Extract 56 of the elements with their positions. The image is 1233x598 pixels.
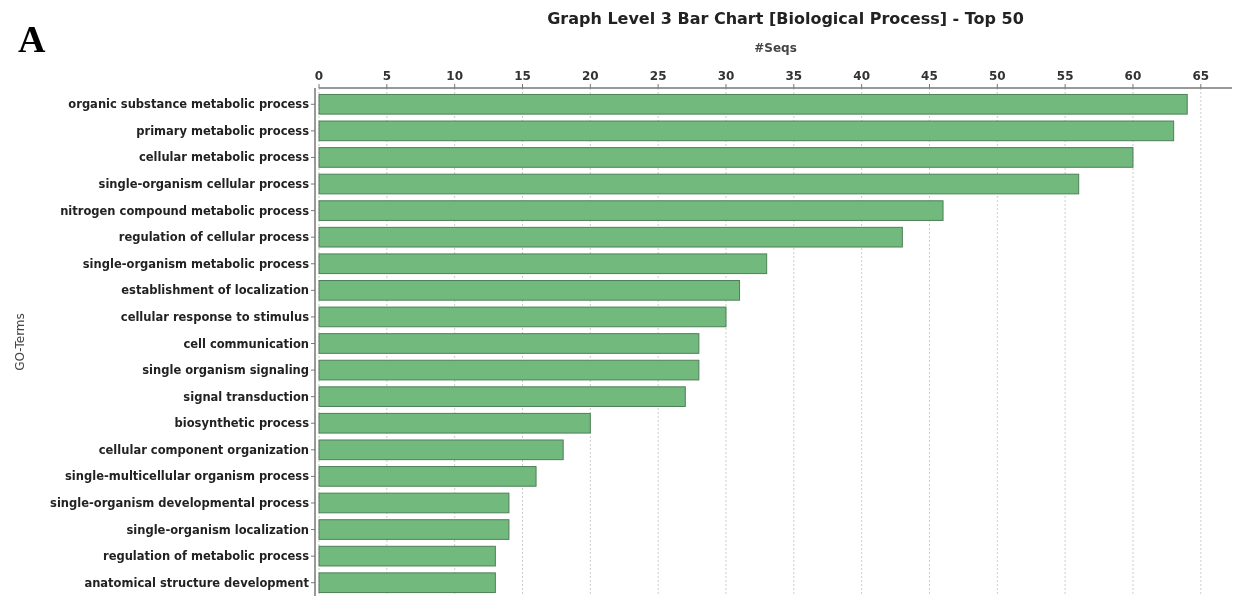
- x-tick-label: 25: [649, 69, 667, 83]
- y-tick-label: cellular component organization: [98, 442, 309, 457]
- bar: [318, 492, 510, 514]
- y-tick-label: single organism signaling: [142, 363, 309, 378]
- bar: [318, 147, 1134, 168]
- bar: [318, 306, 727, 328]
- x-tick-label: 65: [1192, 69, 1210, 83]
- bar: [318, 333, 700, 354]
- x-tick-label: 60: [1124, 69, 1142, 83]
- y-tick-label: single-multicellular organism process: [65, 469, 310, 484]
- x-tick-label: 40: [853, 69, 870, 83]
- bar: [318, 412, 591, 434]
- y-tick-label: cellular response to stimulus: [120, 309, 310, 324]
- y-tick-label: single-organism metabolic process: [82, 256, 310, 271]
- bar: [318, 200, 944, 221]
- y-tick-label: single-organism localization: [126, 522, 309, 537]
- x-tick-label: 5: [382, 69, 392, 83]
- y-tick-label: single-organism cellular process: [98, 177, 310, 192]
- y-tick-label: primary metabolic process: [136, 123, 310, 138]
- y-tick-label: regulation of metabolic process: [102, 549, 310, 564]
- x-tick-label: 0: [314, 69, 324, 83]
- bar: [318, 386, 686, 407]
- x-tick-label: 45: [921, 69, 938, 83]
- x-tick-label: 10: [446, 69, 464, 83]
- bar: [318, 120, 1175, 142]
- y-tick-label: biosynthetic process: [174, 416, 310, 431]
- bar: [318, 280, 741, 301]
- bar: [318, 93, 1188, 115]
- y-tick-label: establishment of localization: [121, 283, 309, 298]
- bar: [318, 572, 496, 594]
- bar: [318, 519, 510, 540]
- y-tick-label: cellular metabolic process: [138, 150, 310, 165]
- y-axis-title: GO-Terms: [13, 313, 27, 371]
- y-tick-label: single-organism developmental process: [50, 496, 310, 510]
- x-tick-label: 35: [785, 69, 803, 83]
- x-tick-label: 50: [988, 69, 1006, 83]
- bar: [318, 173, 1080, 195]
- x-tick-label: 20: [581, 69, 599, 83]
- bar: [318, 253, 768, 275]
- y-tick-label: regulation of cellular process: [118, 230, 310, 245]
- bar: [318, 545, 496, 567]
- x-tick-label: 15: [514, 69, 531, 83]
- chart-title: Graph Level 3 Bar Chart [Biological Process] - Top 50: [547, 9, 1024, 28]
- y-tick-label: signal transduction: [183, 389, 309, 404]
- bar: [318, 439, 564, 461]
- bar: [318, 466, 537, 487]
- x-tick-label: 30: [717, 69, 735, 83]
- bar: [318, 359, 700, 381]
- bar: [318, 226, 903, 248]
- x-tick-label: 55: [1056, 69, 1074, 83]
- y-tick-label: anatomical structure development: [84, 575, 310, 590]
- y-tick-label: cell communication: [183, 336, 309, 351]
- x-axis-title: #Seqs: [754, 41, 797, 55]
- y-tick-label: organic substance metabolic process: [68, 97, 310, 112]
- text: A: [18, 18, 46, 60]
- y-tick-label: nitrogen compound metabolic process: [60, 203, 310, 218]
